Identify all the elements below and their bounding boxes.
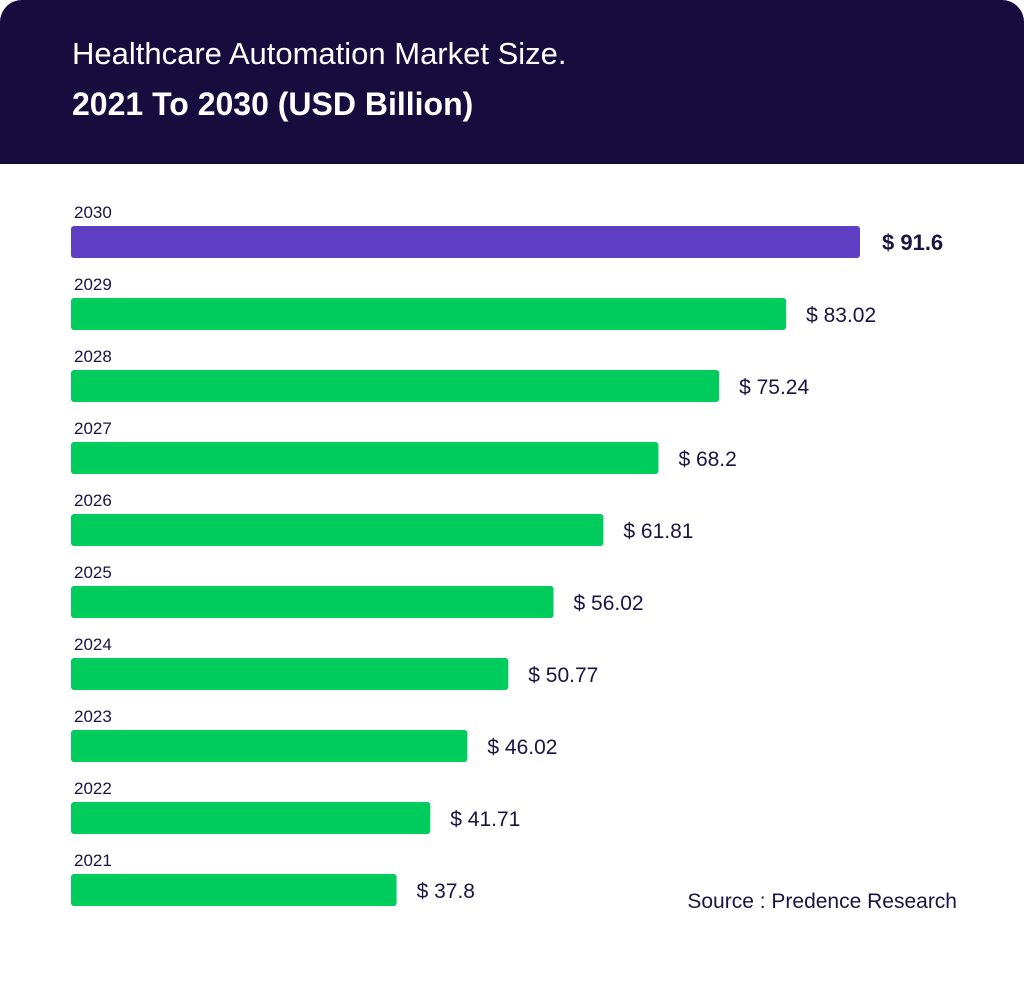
year-label-2030: 2030	[74, 203, 112, 222]
value-label-2030: $ 91.6	[882, 230, 943, 255]
year-label-2028: 2028	[74, 347, 112, 366]
bar-2022	[71, 802, 431, 834]
value-label-2022: $ 41.71	[450, 808, 520, 831]
value-label-2026: $ 61.81	[623, 520, 693, 543]
value-label-2029: $ 83.02	[806, 304, 876, 327]
year-label-2024: 2024	[74, 635, 112, 654]
value-label-2025: $ 56.02	[574, 592, 644, 615]
year-label-2025: 2025	[74, 563, 112, 582]
chart-subtitle: 2021 To 2030 (USD Billion)	[72, 86, 474, 122]
value-label-2028: $ 75.24	[739, 376, 809, 399]
year-label-2029: 2029	[74, 275, 112, 294]
value-label-2023: $ 46.02	[487, 736, 557, 759]
chart-header: Healthcare Automation Market Size. 2021 …	[0, 0, 1024, 164]
bar-2028	[71, 370, 720, 402]
year-label-2021: 2021	[74, 851, 112, 870]
year-label-2023: 2023	[74, 707, 112, 726]
bar-2021	[71, 874, 397, 906]
year-label-2026: 2026	[74, 491, 112, 510]
value-label-2021: $ 37.8	[417, 880, 475, 903]
bar-2024	[71, 658, 509, 690]
value-label-2024: $ 50.77	[528, 664, 598, 687]
value-label-2027: $ 68.2	[678, 448, 736, 471]
bar-2030	[71, 226, 860, 258]
chart-title: Healthcare Automation Market Size.	[72, 36, 567, 71]
bar-2023	[71, 730, 468, 762]
bar-2029	[71, 298, 787, 330]
source-note: Source : Predence Research	[687, 890, 957, 913]
bar-2025	[71, 586, 554, 618]
year-label-2022: 2022	[74, 779, 112, 798]
bar-2027	[71, 442, 659, 474]
bar-2026	[71, 514, 604, 546]
year-label-2027: 2027	[74, 419, 112, 438]
